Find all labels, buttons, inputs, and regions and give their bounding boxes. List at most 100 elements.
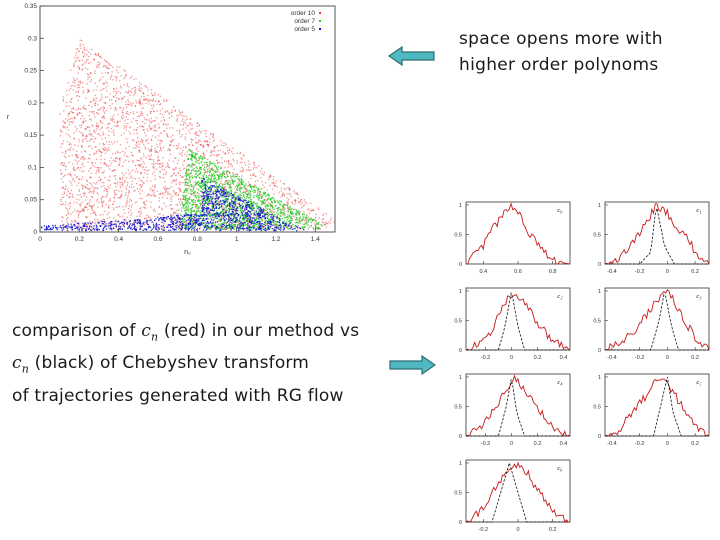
point — [302, 218, 304, 220]
point — [299, 216, 302, 218]
point — [154, 92, 156, 94]
point — [233, 175, 235, 177]
point — [204, 224, 206, 226]
point — [265, 207, 267, 209]
point — [249, 224, 251, 226]
point — [246, 196, 248, 198]
point — [271, 211, 273, 213]
point — [111, 131, 113, 133]
point — [269, 220, 272, 223]
point — [191, 217, 193, 219]
point — [231, 151, 233, 153]
point — [143, 155, 145, 157]
point — [311, 209, 313, 211]
point — [203, 187, 205, 189]
point — [270, 224, 273, 226]
point — [239, 206, 242, 208]
point — [255, 203, 257, 205]
point — [135, 171, 137, 173]
point — [200, 144, 202, 146]
point — [71, 229, 73, 231]
point — [206, 227, 208, 229]
point — [125, 116, 127, 118]
point — [210, 187, 212, 189]
point — [247, 210, 249, 212]
point — [239, 214, 241, 216]
point — [69, 226, 72, 228]
point — [216, 210, 218, 212]
point — [283, 220, 285, 222]
point — [163, 187, 165, 189]
point — [214, 223, 216, 225]
point — [191, 206, 193, 209]
point — [255, 228, 257, 230]
point — [196, 153, 198, 155]
point — [176, 204, 179, 206]
point — [153, 110, 155, 113]
point — [323, 213, 325, 215]
point — [201, 202, 204, 205]
point — [69, 149, 71, 151]
point — [119, 216, 121, 218]
point — [259, 195, 261, 197]
point — [141, 184, 143, 186]
point — [236, 221, 238, 223]
point — [203, 198, 205, 200]
point — [109, 198, 111, 200]
point — [286, 197, 288, 199]
point — [138, 102, 140, 104]
point — [179, 227, 181, 229]
point — [182, 205, 185, 208]
point — [200, 156, 202, 158]
point — [61, 162, 64, 164]
point — [186, 177, 188, 179]
point — [60, 200, 63, 203]
point — [149, 189, 151, 191]
point — [101, 94, 103, 96]
point — [185, 228, 187, 230]
point — [101, 126, 103, 128]
point — [178, 213, 180, 215]
point — [199, 144, 202, 146]
point — [90, 223, 92, 225]
point — [224, 207, 226, 209]
point — [96, 200, 98, 202]
point — [115, 77, 118, 79]
point — [91, 138, 93, 141]
point — [143, 224, 145, 226]
point — [256, 192, 259, 194]
point — [232, 220, 234, 222]
point — [147, 155, 150, 157]
point — [78, 86, 81, 89]
point — [206, 178, 208, 181]
point — [73, 132, 75, 134]
point — [246, 227, 248, 229]
point — [221, 175, 223, 177]
point — [197, 142, 199, 144]
point — [191, 224, 193, 227]
point — [236, 215, 239, 217]
point — [231, 182, 234, 184]
point — [195, 212, 197, 214]
point — [234, 192, 236, 194]
point — [307, 228, 309, 230]
point — [132, 223, 134, 226]
point — [180, 153, 182, 155]
point — [273, 200, 275, 202]
point — [224, 176, 226, 178]
point — [163, 228, 165, 230]
point — [244, 204, 246, 206]
point — [80, 144, 83, 147]
point — [230, 190, 233, 193]
point — [185, 214, 188, 217]
point — [115, 160, 117, 162]
point — [280, 200, 282, 202]
point — [190, 208, 192, 210]
point — [65, 105, 67, 107]
point — [109, 123, 111, 125]
point — [139, 165, 141, 168]
point — [79, 67, 81, 70]
point — [283, 183, 285, 185]
point — [159, 95, 161, 97]
point — [196, 167, 198, 169]
